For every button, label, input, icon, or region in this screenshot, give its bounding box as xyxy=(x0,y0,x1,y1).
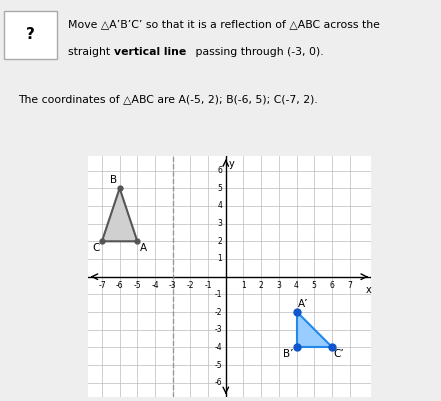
Text: C: C xyxy=(92,243,99,253)
Text: -3: -3 xyxy=(215,325,222,334)
Text: 3: 3 xyxy=(277,281,281,290)
Text: 2: 2 xyxy=(217,237,222,246)
Text: 6: 6 xyxy=(329,281,334,290)
Text: B: B xyxy=(110,175,117,185)
Text: 7: 7 xyxy=(347,281,352,290)
Text: 1: 1 xyxy=(241,281,246,290)
Text: 5: 5 xyxy=(217,184,222,193)
Text: y: y xyxy=(228,159,234,169)
Text: -4: -4 xyxy=(151,281,159,290)
Text: 1: 1 xyxy=(217,255,222,263)
Text: 2: 2 xyxy=(259,281,264,290)
Text: 4: 4 xyxy=(294,281,299,290)
Text: -7: -7 xyxy=(98,281,106,290)
Text: -5: -5 xyxy=(215,360,222,370)
Text: A: A xyxy=(140,243,147,253)
Text: straight: straight xyxy=(68,47,114,57)
Text: 5: 5 xyxy=(312,281,317,290)
Polygon shape xyxy=(102,188,137,241)
Text: The coordinates of △ABC are A(-5, 2); B(-6, 5); C(-7, 2).: The coordinates of △ABC are A(-5, 2); B(… xyxy=(18,94,318,104)
Text: ?: ? xyxy=(26,27,35,42)
Text: -2: -2 xyxy=(215,308,222,316)
Text: -4: -4 xyxy=(215,343,222,352)
Text: C’: C’ xyxy=(334,349,344,359)
Text: Move △A’B’C’ so that it is a reflection of △ABC across the: Move △A’B’C’ so that it is a reflection … xyxy=(68,19,380,29)
Text: x: x xyxy=(365,285,371,295)
Text: -1: -1 xyxy=(204,281,212,290)
Text: 6: 6 xyxy=(217,166,222,175)
Polygon shape xyxy=(296,312,332,347)
Text: passing through (-3, 0).: passing through (-3, 0). xyxy=(192,47,323,57)
Text: -6: -6 xyxy=(116,281,123,290)
FancyBboxPatch shape xyxy=(4,11,57,59)
Text: 4: 4 xyxy=(217,201,222,211)
Text: vertical line: vertical line xyxy=(114,47,186,57)
Text: -5: -5 xyxy=(134,281,141,290)
Text: -1: -1 xyxy=(215,290,222,299)
Text: -3: -3 xyxy=(169,281,176,290)
Text: -6: -6 xyxy=(215,378,222,387)
Text: B’: B’ xyxy=(284,349,294,359)
Text: -2: -2 xyxy=(187,281,194,290)
Text: A’: A’ xyxy=(298,298,309,308)
Text: 3: 3 xyxy=(217,219,222,228)
